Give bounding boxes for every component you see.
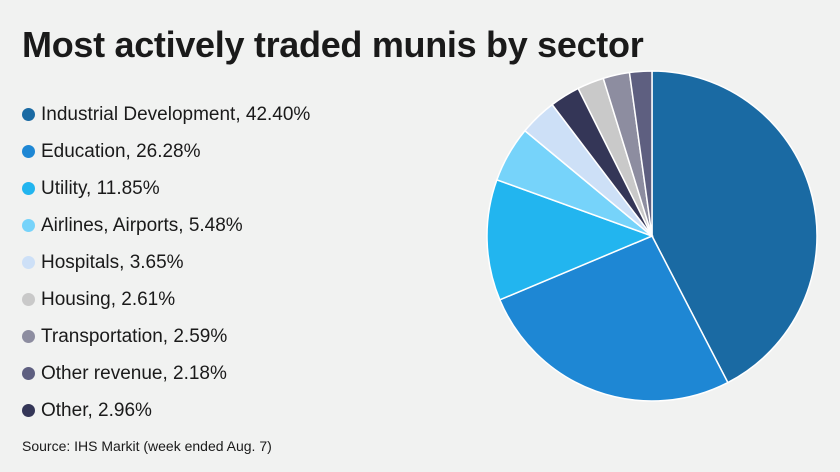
pie-chart xyxy=(486,70,818,402)
legend-swatch xyxy=(22,256,35,269)
legend-label: Utility, 11.85% xyxy=(41,177,160,199)
pie-slice xyxy=(628,70,653,237)
source-note: Source: IHS Markit (week ended Aug. 7) xyxy=(22,438,272,454)
legend-swatch xyxy=(22,219,35,232)
legend-swatch xyxy=(22,367,35,380)
legend-item: Airlines, Airports, 5.48% xyxy=(22,207,310,244)
legend-item: Education, 26.28% xyxy=(22,133,310,170)
legend-label: Other, 2.96% xyxy=(41,399,152,421)
legend-item: Other, 2.96% xyxy=(22,392,310,429)
legend-label: Housing, 2.61% xyxy=(41,288,176,310)
legend-swatch xyxy=(22,145,35,158)
pie-slice xyxy=(498,235,729,402)
legend-item: Industrial Development, 42.40% xyxy=(22,96,310,133)
legend-item: Utility, 11.85% xyxy=(22,170,310,207)
legend-item: Hospitals, 3.65% xyxy=(22,244,310,281)
legend-label: Hospitals, 3.65% xyxy=(41,251,184,273)
legend-swatch xyxy=(22,330,35,343)
pie-slice xyxy=(651,70,818,384)
legend-swatch xyxy=(22,404,35,417)
legend-label: Education, 26.28% xyxy=(41,140,201,162)
legend-label: Airlines, Airports, 5.48% xyxy=(41,214,243,236)
legend-label: Transportation, 2.59% xyxy=(41,325,228,347)
legend-item: Transportation, 2.59% xyxy=(22,318,310,355)
pie-slice xyxy=(486,178,655,301)
legend-swatch xyxy=(22,108,35,121)
legend-swatch xyxy=(22,293,35,306)
legend-item: Housing, 2.61% xyxy=(22,281,310,318)
legend-item: Other revenue, 2.18% xyxy=(22,355,310,392)
legend-label: Industrial Development, 42.40% xyxy=(41,103,311,125)
legend-swatch xyxy=(22,182,35,195)
legend-label: Other revenue, 2.18% xyxy=(41,362,227,384)
chart-title: Most actively traded munis by sector xyxy=(22,24,644,65)
legend: Industrial Development, 42.40% Education,… xyxy=(22,96,310,429)
